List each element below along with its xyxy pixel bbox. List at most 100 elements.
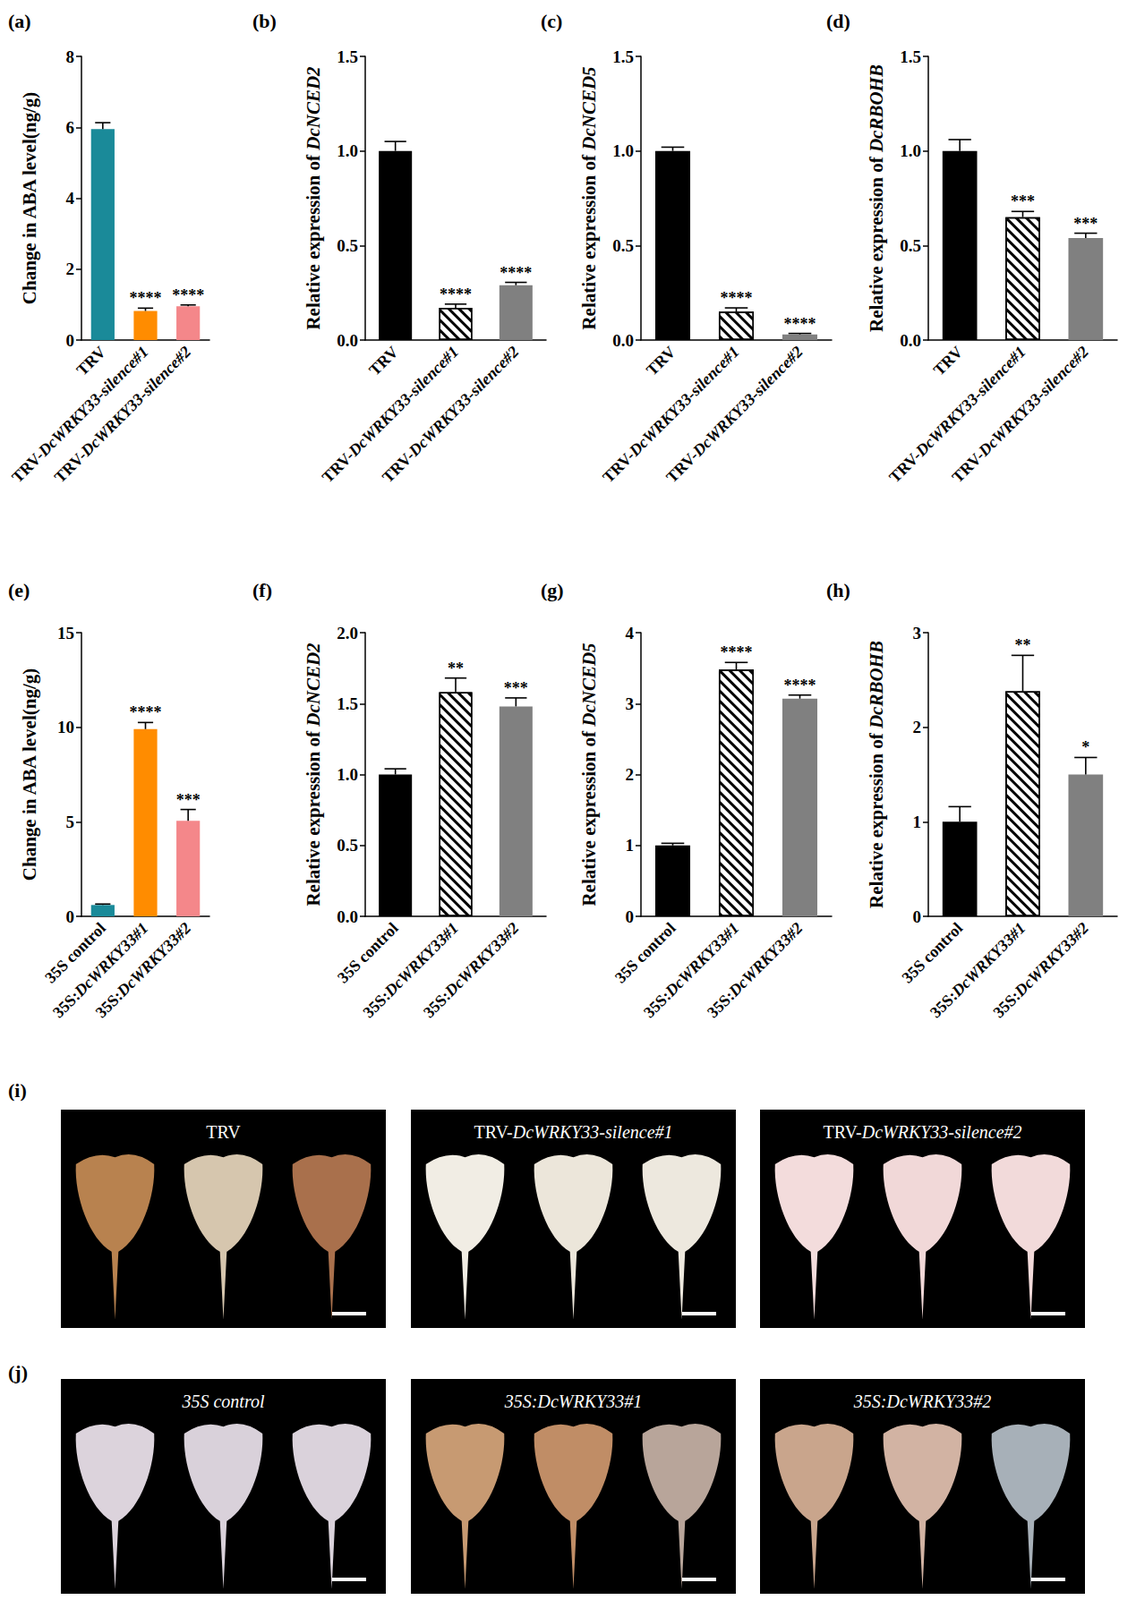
svg-text:1.0: 1.0 (899, 141, 922, 161)
svg-text:0.0: 0.0 (899, 331, 922, 351)
svg-text:TRV-: TRV- (598, 447, 639, 487)
svg-text:0.5: 0.5 (612, 236, 634, 256)
svg-text:0.5: 0.5 (336, 836, 359, 855)
svg-text:Change in ABA level(ng/g): Change in ABA level(ng/g) (18, 668, 41, 881)
svg-text:0.0: 0.0 (336, 331, 359, 351)
svg-text:35S:: 35S: (359, 987, 394, 1022)
svg-text:10: 10 (57, 717, 75, 737)
svg-text:35S:: 35S: (49, 987, 84, 1022)
svg-text:1.0: 1.0 (336, 141, 359, 161)
svg-text:(f): (f) (252, 579, 273, 602)
svg-text:DcNCED2: DcNCED2 (302, 66, 325, 152)
svg-text:0: 0 (625, 907, 635, 927)
svg-text:DcNCED2: DcNCED2 (302, 642, 325, 728)
svg-text:(a): (a) (8, 9, 32, 33)
svg-text:DcNCED5: DcNCED5 (578, 642, 600, 727)
svg-text:35S:: 35S: (989, 987, 1024, 1022)
svg-text:DcWRKY33#2: DcWRKY33#2 (1010, 919, 1093, 1001)
svg-text:TRV-: TRV- (51, 447, 91, 487)
svg-text:1.0: 1.0 (336, 765, 359, 785)
svg-text:****: **** (720, 289, 753, 308)
svg-text:DcWRKY33-silence#2: DcWRKY33-silence#2 (973, 342, 1092, 461)
svg-text:DcRBOHB: DcRBOHB (865, 640, 888, 730)
svg-text:1.5: 1.5 (336, 694, 359, 714)
svg-text:TRV: TRV (365, 342, 402, 380)
svg-text:Relative expression of: Relative expression of (302, 726, 325, 907)
svg-text:****: **** (784, 315, 817, 334)
svg-text:TRV-: TRV- (885, 447, 925, 487)
svg-text:Relative expression of: Relative expression of (578, 150, 600, 331)
svg-text:0: 0 (913, 907, 923, 927)
svg-text:0: 0 (66, 907, 76, 927)
svg-text:***: *** (1010, 192, 1035, 211)
svg-text:Change in ABA level(ng/g): Change in ABA level(ng/g) (18, 92, 41, 305)
svg-text:DcWRKY33-silence#1: DcWRKY33-silence#1 (624, 342, 743, 461)
svg-text:DcWRKY33#2: DcWRKY33#2 (112, 919, 195, 1001)
svg-text:1.5: 1.5 (612, 47, 634, 67)
svg-text:(g): (g) (540, 579, 564, 602)
svg-text:1.5: 1.5 (336, 47, 359, 67)
svg-text:DcWRKY33-silence#2: DcWRKY33-silence#2 (688, 342, 806, 461)
svg-text:***: *** (503, 679, 529, 698)
svg-text:**: ** (1015, 636, 1032, 655)
svg-text:DcWRKY33-silence#2: DcWRKY33-silence#2 (404, 342, 522, 461)
svg-text:TRV-: TRV- (8, 447, 48, 487)
svg-text:0.5: 0.5 (899, 236, 922, 256)
svg-text:*: * (1081, 738, 1090, 757)
svg-text:2: 2 (625, 765, 635, 785)
svg-text:TRV-: TRV- (378, 447, 419, 487)
svg-text:15: 15 (57, 623, 75, 643)
svg-text:5: 5 (66, 812, 76, 832)
svg-text:8: 8 (66, 47, 76, 67)
svg-text:**: ** (447, 659, 464, 678)
svg-text:Relative expression of: Relative expression of (302, 150, 325, 331)
svg-text:***: *** (1073, 214, 1098, 233)
svg-text:2: 2 (913, 717, 923, 737)
svg-text:35S control: 35S control (611, 919, 680, 988)
svg-text:6: 6 (66, 118, 76, 137)
svg-text:Relative expression of: Relative expression of (865, 152, 888, 333)
svg-text:TRV-: TRV- (318, 447, 359, 487)
svg-text:1.5: 1.5 (899, 47, 922, 67)
svg-text:***: *** (176, 791, 201, 810)
svg-text:(e): (e) (8, 579, 30, 602)
svg-text:1: 1 (625, 836, 635, 855)
svg-text:TRV-: TRV- (662, 447, 702, 487)
svg-text:DcWRKY33-silence#2: DcWRKY33-silence#2 (76, 342, 195, 461)
svg-text:****: **** (720, 643, 753, 662)
svg-text:TRV: TRV (72, 342, 110, 380)
svg-text:****: **** (784, 676, 817, 695)
svg-text:4: 4 (66, 188, 76, 208)
svg-text:DcWRKY33-silence#1: DcWRKY33-silence#1 (911, 342, 1029, 461)
svg-text:Relative expression of: Relative expression of (865, 728, 888, 909)
svg-text:0: 0 (66, 331, 76, 351)
svg-text:(c): (c) (540, 9, 563, 33)
svg-text:****: **** (499, 264, 532, 282)
svg-text:(b): (b) (252, 9, 277, 33)
svg-text:3: 3 (913, 623, 923, 643)
svg-text:DcWRKY33#1: DcWRKY33#1 (69, 919, 152, 1001)
svg-text:TRV: TRV (642, 342, 680, 380)
svg-text:DcWRKY33#2: DcWRKY33#2 (440, 919, 522, 1001)
svg-text:35S:: 35S: (703, 987, 738, 1022)
svg-text:DcWRKY33#2: DcWRKY33#2 (724, 919, 806, 1001)
svg-text:TRV-: TRV- (948, 447, 988, 487)
svg-text:0.0: 0.0 (336, 907, 359, 927)
svg-text:4: 4 (625, 623, 635, 643)
svg-text:1.0: 1.0 (612, 141, 634, 161)
svg-text:TRV: TRV (930, 342, 967, 380)
svg-text:****: **** (171, 286, 205, 305)
svg-text:35S:: 35S: (926, 987, 961, 1022)
svg-text:2: 2 (66, 259, 76, 279)
svg-text:****: **** (129, 289, 163, 308)
svg-text:****: **** (439, 285, 472, 304)
svg-text:Relative expression of: Relative expression of (578, 726, 600, 907)
svg-text:DcRBOHB: DcRBOHB (865, 64, 888, 154)
svg-text:35S control: 35S control (898, 919, 967, 988)
svg-text:35S:: 35S: (92, 987, 127, 1022)
svg-text:1: 1 (913, 812, 923, 832)
svg-text:3: 3 (625, 694, 635, 714)
svg-text:35S:: 35S: (640, 987, 675, 1022)
svg-text:0.0: 0.0 (612, 331, 634, 351)
svg-text:(h): (h) (826, 579, 851, 602)
